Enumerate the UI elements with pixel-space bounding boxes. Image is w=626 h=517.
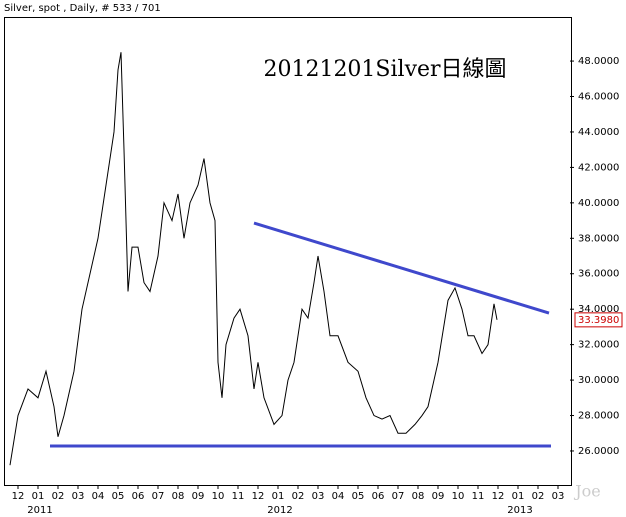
last-value-label: 33.3980 (578, 315, 619, 326)
x-tick-label: 11 (232, 491, 245, 502)
x-tick-label: 07 (152, 491, 165, 502)
x-tick-label: 04 (332, 491, 345, 502)
y-tick-label: 30.0000 (578, 375, 619, 386)
y-tick-label: 42.0000 (578, 162, 619, 173)
y-tick-label: 40.0000 (578, 198, 619, 209)
chart-title: 20121201Silver日線圖 (263, 57, 506, 82)
x-tick-label: 09 (192, 491, 205, 502)
plot-frame (4, 17, 572, 486)
price-line (9, 52, 498, 466)
x-tick-label: 10 (452, 491, 465, 502)
x-tick-label: 08 (412, 491, 425, 502)
year-label: 2012 (267, 505, 292, 516)
x-tick-label: 12 (492, 491, 505, 502)
year-label: 2011 (27, 505, 52, 516)
x-tick-label: 02 (52, 491, 65, 502)
y-tick-label: 32.0000 (578, 340, 619, 351)
y-tick-label: 34.0000 (578, 304, 619, 315)
x-tick-label: 02 (292, 491, 305, 502)
x-tick-label: 03 (72, 491, 85, 502)
x-tick-label: 09 (432, 491, 445, 502)
y-tick-label: 44.0000 (578, 127, 619, 138)
x-tick-label: 05 (112, 491, 125, 502)
last-value-box (574, 312, 623, 328)
x-tick-label: 01 (272, 491, 285, 502)
x-tick-label: 03 (312, 491, 325, 502)
y-tick-label: 46.0000 (578, 92, 619, 103)
x-tick-label: 06 (132, 491, 145, 502)
x-tick-label: 01 (512, 491, 525, 502)
y-tick-label: 28.0000 (578, 411, 619, 422)
x-tick-label: 07 (392, 491, 405, 502)
x-tick-label: 06 (372, 491, 385, 502)
trend-line (253, 221, 550, 315)
x-tick-label: 08 (172, 491, 185, 502)
y-tick-label: 36.0000 (578, 269, 619, 280)
y-tick-label: 48.0000 (578, 56, 619, 67)
watermark: Joe (573, 482, 601, 501)
x-tick-label: 01 (32, 491, 45, 502)
year-label: 2013 (507, 505, 532, 516)
x-tick-label: 05 (352, 491, 365, 502)
x-tick-label: 02 (532, 491, 545, 502)
x-tick-label: 04 (92, 491, 105, 502)
y-tick-label: 38.0000 (578, 233, 619, 244)
x-tick-label: 03 (552, 491, 565, 502)
x-tick-label: 12 (252, 491, 265, 502)
x-tick-label: 12 (12, 491, 25, 502)
y-tick-label: 26.0000 (578, 446, 619, 457)
x-tick-label: 10 (212, 491, 225, 502)
x-tick-label: 11 (472, 491, 485, 502)
chart-header: Silver, spot , Daily, # 533 / 701 (4, 3, 161, 14)
